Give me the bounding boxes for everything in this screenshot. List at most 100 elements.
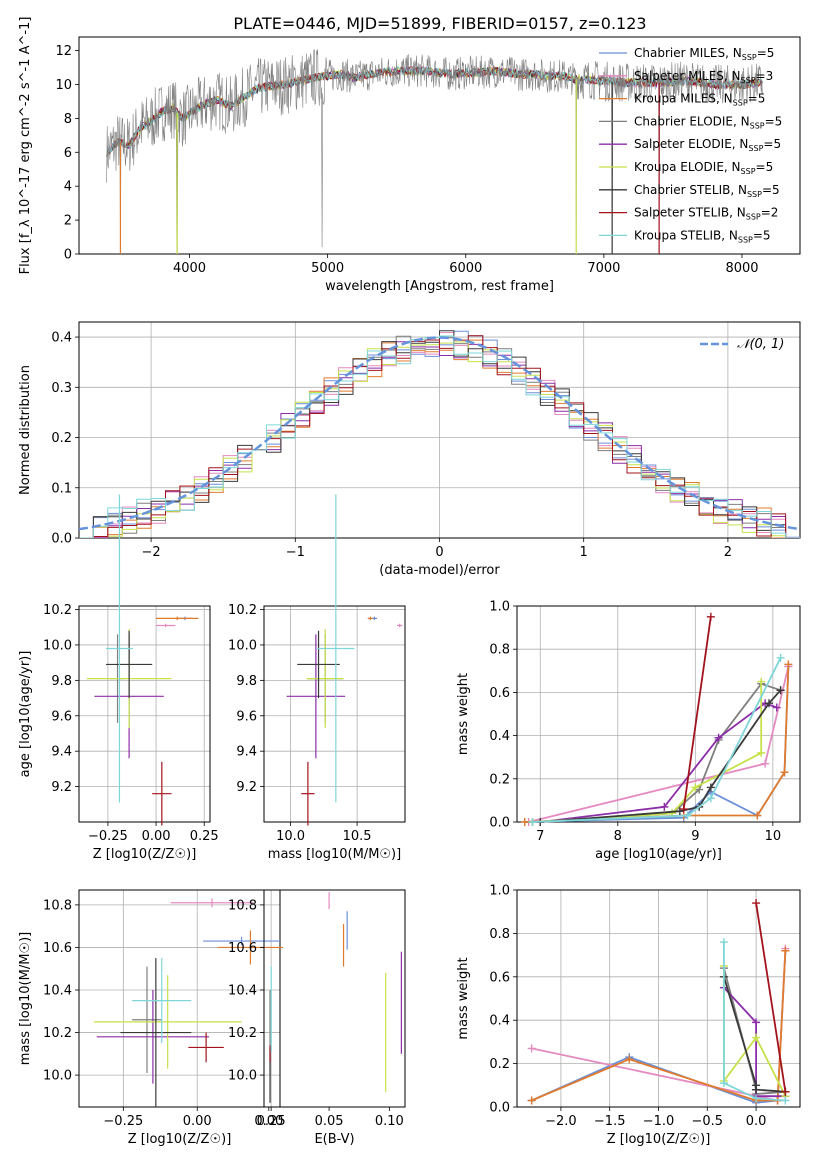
- panel-7-ytick-label: 10.8: [228, 898, 257, 913]
- mw-point-chabrier-stelib: [764, 699, 773, 708]
- mw-point-salpeter-elodie: [752, 1018, 761, 1027]
- panel-4-ytick-label: 9.2: [236, 780, 257, 795]
- panel-8-frame: [516, 889, 801, 1108]
- mw-point-kroupa-stelib: [776, 653, 785, 662]
- panel-1-ytick-label: 8: [64, 112, 72, 127]
- panel-1-ytick-label: 10: [55, 78, 72, 93]
- panel-4-frame: [263, 605, 406, 823]
- panel-1-ytick-label: 0: [64, 248, 72, 263]
- panel-6-ytick-label: 10.8: [43, 898, 72, 913]
- mw-point-salpeter-elodie: [714, 733, 723, 742]
- panel-1-xtick-label: 6000: [449, 261, 482, 276]
- legend-label-chabrier-elodie: Chabrier ELODIE, NSSP=5: [634, 114, 782, 130]
- panel-7-xlabel: E(B-V): [314, 1132, 354, 1147]
- panel-6-ytick-label: 10.4: [43, 983, 72, 998]
- panel-8-ytick-label: 0.2: [489, 1057, 510, 1072]
- panel-4-ytick-label: 10.2: [228, 603, 257, 618]
- panel-7-ytick-label: 10.2: [228, 1026, 257, 1041]
- panel-5-ytick-label: 1.0: [489, 600, 510, 615]
- mw-point-kroupa-miles: [784, 660, 793, 669]
- panel-3-ytick-label: 9.8: [51, 674, 72, 689]
- panel-2-ytick-label: 0.4: [51, 331, 72, 346]
- panel-1-ytick-label: 12: [55, 44, 72, 59]
- panel-4-ytick-label: 9.4: [236, 745, 257, 760]
- mw-point-kroupa-elodie: [691, 783, 700, 792]
- panel-1-xtick-label: 7000: [587, 261, 620, 276]
- legend-label-kroupa-stelib: Kroupa STELIB, NSSP=5: [634, 228, 771, 244]
- panel-2-xtick-label: 0: [435, 545, 443, 560]
- panel-4-ytick-label: 10.0: [228, 638, 257, 653]
- mw-point-kroupa-stelib: [719, 938, 728, 947]
- age-vs-metallicity-panel: −0.25 0.00 0.25 9.2 9.4 9.6 9.8 10.0 10.2 Z [log1…: [18, 494, 219, 862]
- panel-2-ytick-label: 0.0: [51, 532, 72, 547]
- panel-5-ytick-label: 0.0: [489, 816, 510, 831]
- mw-point-kroupa-elodie: [757, 748, 766, 757]
- spectrum-panel: 4000 5000 6000 7000 8000 0 2 4 6 8 10 12 wavelength …: [18, 17, 801, 294]
- panel-1-ylabel: Flux [f_λ 10^-17 erg cm^-2 s^-1 A^-1]: [18, 17, 33, 275]
- mw-point-kroupa-miles: [520, 818, 529, 826]
- mw-point-kroupa-stelib: [752, 1094, 761, 1103]
- panel-8-xtick-label: −1.0: [643, 1114, 675, 1129]
- panel-7-frame: [263, 889, 406, 1108]
- panel-1-ytick-label: 6: [64, 146, 72, 161]
- mw-point-kroupa-elodie: [757, 677, 766, 686]
- mw-point-kroupa-miles: [625, 1055, 634, 1064]
- panel-7-xtick-label: 0.10: [375, 1114, 404, 1129]
- mw-line-chabrier-elodie: [532, 682, 781, 823]
- panel-8-xtick-label: −1.5: [594, 1114, 626, 1129]
- panel-5-xlabel: age [log10(age/yr)]: [595, 847, 722, 862]
- panel-1-xtick-label: 5000: [311, 261, 344, 276]
- panel-7-ytick-label: 10.4: [228, 983, 257, 998]
- mw-point-salpeter-stelib: [781, 1087, 790, 1096]
- panel-6-ytick-label: 10.2: [43, 1026, 72, 1041]
- panel-6-frame: [78, 889, 281, 1108]
- panel-5-ytick-label: 0.6: [489, 686, 510, 701]
- mw-line-kroupa-miles: [524, 664, 790, 823]
- panel-3-ytick-label: 9.4: [51, 745, 72, 760]
- panel-8-xtick-label: −0.5: [692, 1114, 724, 1129]
- mw-point-kroupa-stelib: [528, 818, 537, 826]
- mw-line-salpeter-stelib: [755, 902, 787, 1092]
- panel-5-xtick-label: 9: [691, 829, 699, 844]
- panel-1-ytick-label: 2: [64, 214, 72, 229]
- mass-vs-extinction-panel: 0.00 0.05 0.10 10.0 10.2 10.4 10.6 10.8 E(B-V): [228, 889, 406, 1147]
- spectrum-observed-line: [106, 49, 763, 254]
- panel-4-xtick-label: 10.5: [343, 829, 372, 844]
- panel-5-ylabel: mass weight: [456, 673, 471, 755]
- panel-3-xtick-label: 0.25: [190, 829, 219, 844]
- panel-6-ylabel: mass [log10(M/M☉)]: [18, 932, 33, 1065]
- panel-6-ytick-label: 10.0: [43, 1069, 72, 1084]
- panel-6-xtick-label: 0.25: [257, 1114, 286, 1129]
- mw-point-salpeter-elodie: [660, 802, 669, 811]
- mw-point-kroupa-miles: [781, 946, 790, 955]
- spectrum-lines: [106, 49, 764, 254]
- panel-3-xlabel: Z [log10(Z/Z☉)]: [93, 847, 197, 862]
- panel-6-ytick-label: 10.6: [43, 941, 72, 956]
- legend-label-chabrier-miles: Chabrier MILES, NSSP=5: [634, 46, 774, 62]
- legend-label-salpeter-stelib: Salpeter STELIB, NSSP=2: [634, 206, 778, 222]
- panel-2-frame: [78, 321, 801, 539]
- panel-7-xtick-label: 0.05: [315, 1114, 344, 1129]
- mw-point-chabrier-stelib: [752, 1085, 761, 1094]
- panel-3-frame: [78, 605, 211, 823]
- mw-point-kroupa-stelib: [706, 794, 715, 803]
- histogram-salpeter-stelib: [79, 335, 800, 538]
- mw-point-kroupa-stelib: [719, 1079, 728, 1088]
- panel-1-xlabel: wavelength [Angstrom, rest frame]: [325, 279, 554, 294]
- panel-4-ytick-label: 9.8: [236, 674, 257, 689]
- panel-1-xtick-label: 4000: [173, 261, 206, 276]
- legend-label-chabrier-stelib: Chabrier STELIB, NSSP=5: [634, 183, 780, 199]
- panel-3-xtick-label: 0.00: [142, 829, 171, 844]
- mw-point-kroupa-miles: [753, 811, 762, 820]
- panel-5-ytick-label: 0.2: [489, 772, 510, 787]
- mw-point-kroupa-stelib: [683, 811, 692, 820]
- panel-2-xtick-label: −2: [142, 545, 161, 560]
- panel-4-xlabel: mass [log10(M/M☉)]: [268, 847, 401, 862]
- mw-point-chabrier-stelib: [776, 686, 785, 695]
- panel-5-ytick-label: 0.4: [489, 729, 510, 744]
- legend-label-salpeter-elodie: Salpeter ELODIE, NSSP=5: [634, 137, 781, 153]
- panel-5-xtick-label: 8: [614, 829, 622, 844]
- panel-6-xtick-label: 0.00: [183, 1114, 212, 1129]
- mw-line-kroupa-stelib: [723, 942, 786, 1102]
